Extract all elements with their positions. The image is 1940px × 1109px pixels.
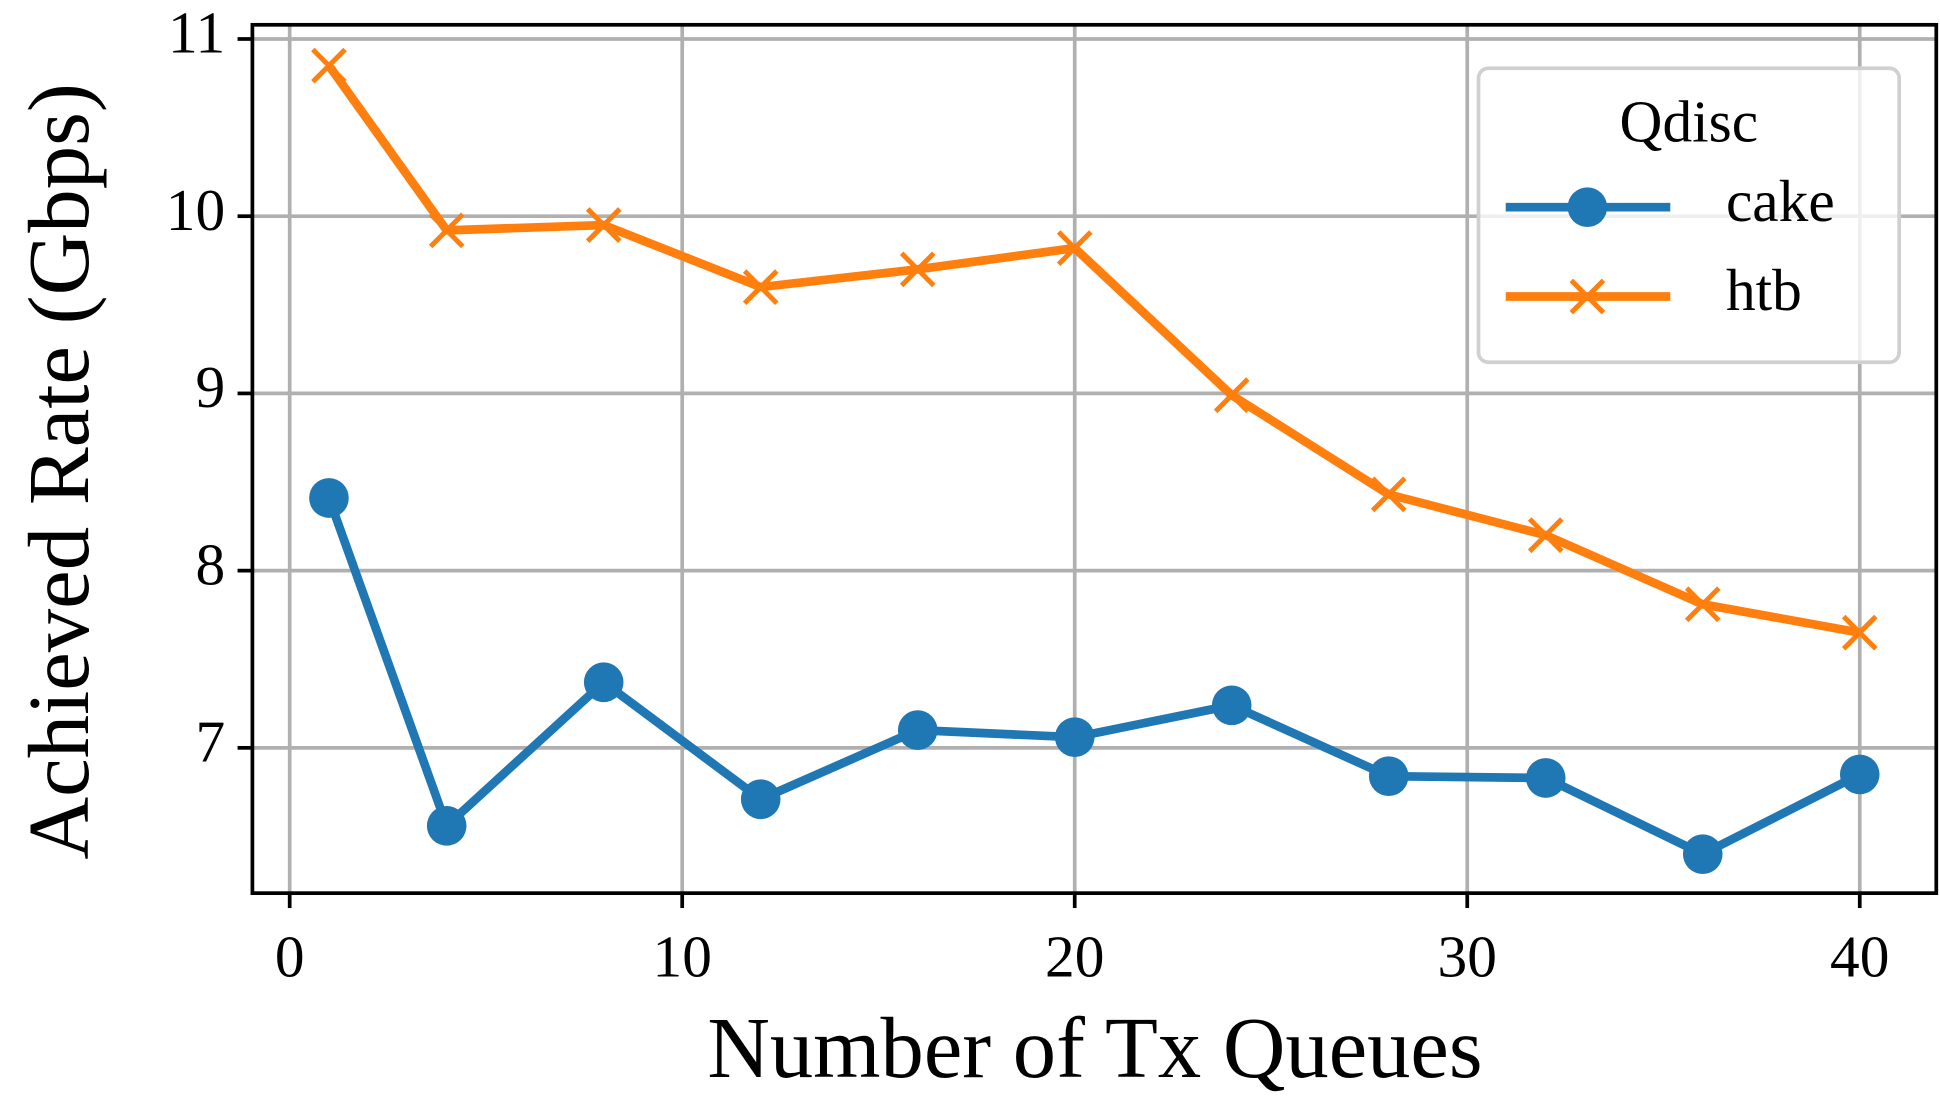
legend-marker — [1569, 278, 1606, 315]
y-tick-label: 11 — [168, 0, 225, 66]
point — [583, 662, 624, 703]
point — [311, 47, 347, 84]
x-tick-label: 30 — [1438, 923, 1497, 989]
point — [1368, 756, 1409, 797]
legend-label: htb — [1726, 257, 1802, 323]
legend-label: cake — [1726, 168, 1835, 234]
point — [1841, 614, 1878, 651]
point — [1839, 754, 1880, 795]
point — [1684, 586, 1721, 623]
point — [897, 710, 938, 750]
x-tick-label: 0 — [275, 923, 305, 989]
series-line — [324, 496, 1862, 859]
point — [1211, 685, 1252, 726]
plot-frame — [250, 22, 1939, 896]
y-tick-label: 8 — [195, 531, 225, 597]
y-tick-label: 9 — [195, 354, 225, 420]
point — [1056, 230, 1093, 266]
point — [1213, 377, 1250, 414]
point — [428, 212, 465, 249]
point — [309, 478, 349, 518]
point — [1054, 717, 1095, 758]
y-tick-label: 10 — [166, 177, 225, 243]
legend-title: Qdisc — [1620, 88, 1759, 154]
point — [742, 269, 779, 305]
point — [899, 251, 936, 288]
point — [426, 805, 467, 846]
legend-marker — [1567, 187, 1608, 228]
point — [1527, 517, 1564, 554]
legend: Qdisc cake htb — [1476, 66, 1902, 365]
x-tick-label: 10 — [653, 923, 712, 989]
point — [1682, 834, 1723, 875]
y-tick-label: 7 — [195, 708, 225, 774]
point — [1525, 758, 1566, 798]
x-tick-label: 20 — [1045, 923, 1104, 989]
x-tick-label: 40 — [1830, 923, 1889, 989]
legend-box — [1476, 66, 1902, 365]
point — [740, 779, 781, 820]
x-axis-label: Number of Tx Queues — [707, 1000, 1482, 1096]
y-axis-label: Achieved Rate (Gbps) — [11, 83, 107, 859]
point — [585, 207, 622, 243]
point — [1370, 476, 1407, 513]
